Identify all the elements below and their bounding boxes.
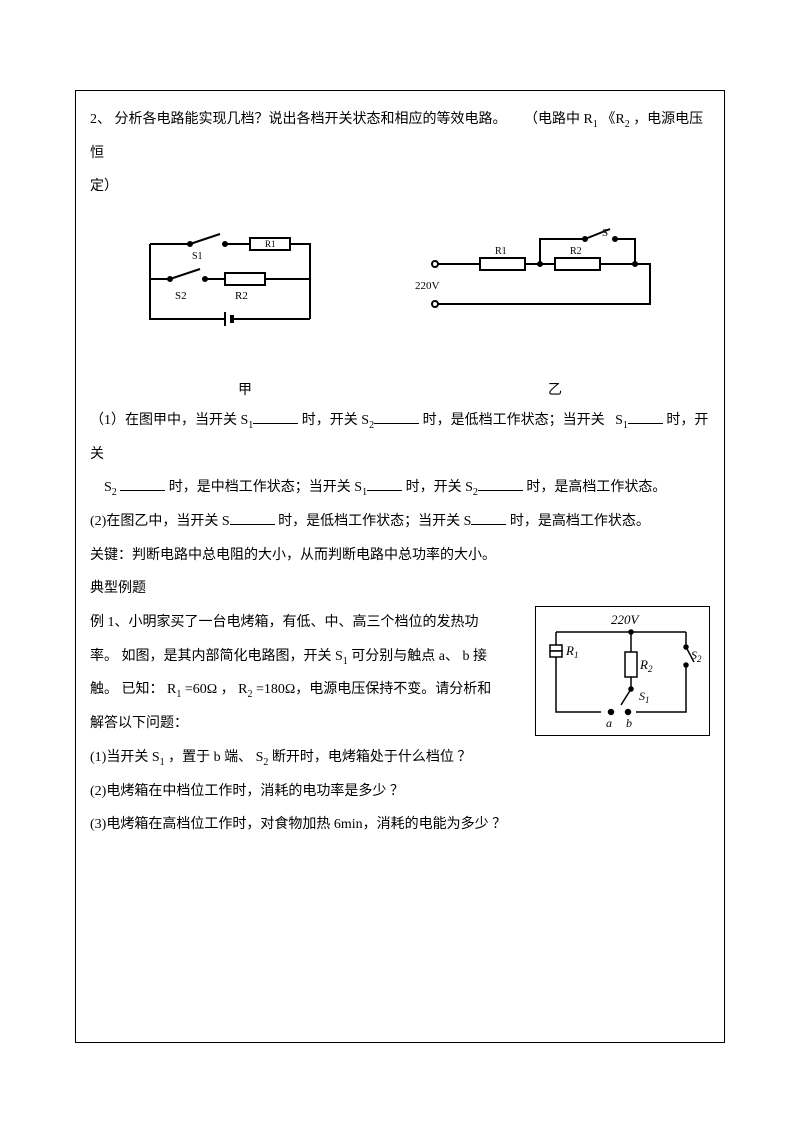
yi-s-label: S [602, 227, 608, 239]
captions: 甲 乙 [90, 379, 710, 399]
sub: 2 [112, 487, 117, 498]
jia-s1-label: S1 [192, 251, 203, 262]
blank [230, 511, 275, 525]
ex1-q1: (1)当开关 S1 ，置于 b 端、 S2 断开时，电烤箱处于什么档位 ？ [90, 741, 710, 775]
q2-intro: 2、 分析各电路能实现几档？说出各档开关状态和相应的等效电路。 （电路中 R1 … [90, 103, 710, 170]
q2-intro-2: 定） [90, 170, 710, 204]
p2a: (2)在图乙中，当开关 S [90, 514, 230, 529]
blank [253, 410, 298, 424]
blank [478, 477, 523, 491]
p2c: 时，是高档工作状态。 [510, 514, 650, 529]
p1e: 时，开 [666, 413, 708, 428]
circuit-jia: S1 R1 S2 R2 [130, 224, 330, 334]
p1a: （1）在图甲中，当开关 S [90, 413, 248, 428]
p1i: 时，开关 S [406, 480, 473, 495]
para2: (2)在图乙中，当开关 S 时，是低档工作状态；当开关 S 时，是高档工作状态。 [90, 505, 710, 539]
q2-text-c: 《R [601, 112, 624, 127]
caption-yi: 乙 [431, 379, 679, 399]
jia-r2-label: R2 [235, 290, 248, 302]
sub: 1 [343, 655, 348, 666]
sub: 2 [263, 757, 268, 768]
blank [120, 477, 165, 491]
para1-line2: 关 [90, 438, 710, 472]
ex1-q3: (3)电烤箱在高档位工作时，对食物加热 6min，消耗的电能为多少 ？ [90, 808, 710, 842]
blank [628, 410, 663, 424]
fig-r1: R1 [565, 643, 578, 660]
yi-v-label: 220V [415, 280, 440, 292]
fig-s2: S2 [691, 648, 702, 664]
blank [367, 477, 402, 491]
blank [471, 511, 506, 525]
ex1q1c: 断开时，电烤箱处于什么档位 ？ [272, 750, 472, 765]
p1b: 时，开关 S [302, 413, 369, 428]
ex1-l2: 率。 如图，是其内部简化电路图，开关 S1 可分别与触点 a、 b 接 [90, 640, 500, 674]
ex1-q2: (2)电烤箱在中档位工作时，消耗的电功率是多少 ？ [90, 775, 710, 809]
ex1l3c: =180Ω，电源电压保持不变。请分析和 [256, 682, 491, 697]
sub: 1 [176, 689, 181, 700]
example-text: 例 1、小明家买了一台电烤箱，有低、中、高三个档位的发热功 率。 如图，是其内部… [90, 606, 500, 741]
example-1: 例 1、小明家买了一台电烤箱，有低、中、高三个档位的发热功 率。 如图，是其内部… [90, 606, 710, 741]
jia-s2-label: S2 [175, 290, 187, 302]
ex1-l4: 解答以下问题： [90, 707, 500, 741]
fig-r2: R2 [639, 657, 653, 674]
fig-a: a [606, 716, 612, 730]
p1g: S [104, 480, 112, 495]
para1-line1: （1）在图甲中，当开关 S1 时，开关 S2 时，是低档工作状态；当开关 S1 … [90, 404, 710, 438]
circuit-yi: S R1 R2 220V [410, 224, 670, 334]
fig-b: b [626, 716, 632, 730]
ex1q1b: ，置于 b 端、 S [168, 750, 263, 765]
jia-r1-label: R1 [265, 239, 276, 249]
fig-s1: S1 [639, 689, 650, 705]
p2b: 时，是低档工作状态；当开关 S [278, 514, 471, 529]
yi-r1-label: R1 [495, 246, 507, 257]
ex1l3a: 触。 已知： R [90, 682, 176, 697]
p1h: 时，是中档工作状态；当开关 S [169, 480, 362, 495]
key-point: 关键：判断电路中总电阻的大小，从而判断电路中总功率的大小。 [90, 539, 710, 573]
blank [374, 410, 419, 424]
example-1-figure: 220V R1 R2 S2 S1 a b [535, 606, 710, 736]
ex1l3b: =60Ω ， R [185, 682, 248, 697]
sub: 1 [160, 757, 165, 768]
ex1-l1: 例 1、小明家买了一台电烤箱，有低、中、高三个档位的发热功 [90, 606, 500, 640]
yi-r2-label: R2 [570, 246, 582, 257]
q2-text-b: （电路中 R [524, 112, 593, 127]
ex1l2b: 可分别与触点 a、 b 接 [351, 649, 487, 664]
caption-jia: 甲 [121, 379, 369, 399]
sub: 2 [247, 689, 252, 700]
ex1q1a: (1)当开关 S [90, 750, 160, 765]
p1d: S [615, 413, 623, 428]
ex1l2a: 率。 如图，是其内部简化电路图，开关 S [90, 649, 343, 664]
dxlt-heading: 典型例题 [90, 572, 710, 606]
p1j: 时，是高档工作状态。 [526, 480, 666, 495]
ex1-l3: 触。 已知： R1 =60Ω ， R2 =180Ω，电源电压保持不变。请分析和 [90, 673, 500, 707]
circuit-diagrams: S1 R1 S2 R2 [90, 219, 710, 339]
q2-text-a: 2、 分析各电路能实现几档？说出各档开关状态和相应的等效电路。 [90, 112, 507, 127]
para1-line3: S2 时，是中档工作状态；当开关 S1 时，开关 S2 时，是高档工作状态。 [90, 471, 710, 505]
page-content: 2、 分析各电路能实现几档？说出各档开关状态和相应的等效电路。 （电路中 R1 … [75, 90, 725, 1043]
p1c: 时，是低档工作状态；当开关 [423, 413, 605, 428]
fig-v: 220V [611, 612, 641, 627]
sub-2: 2 [625, 119, 630, 130]
sub-1: 1 [593, 119, 598, 130]
